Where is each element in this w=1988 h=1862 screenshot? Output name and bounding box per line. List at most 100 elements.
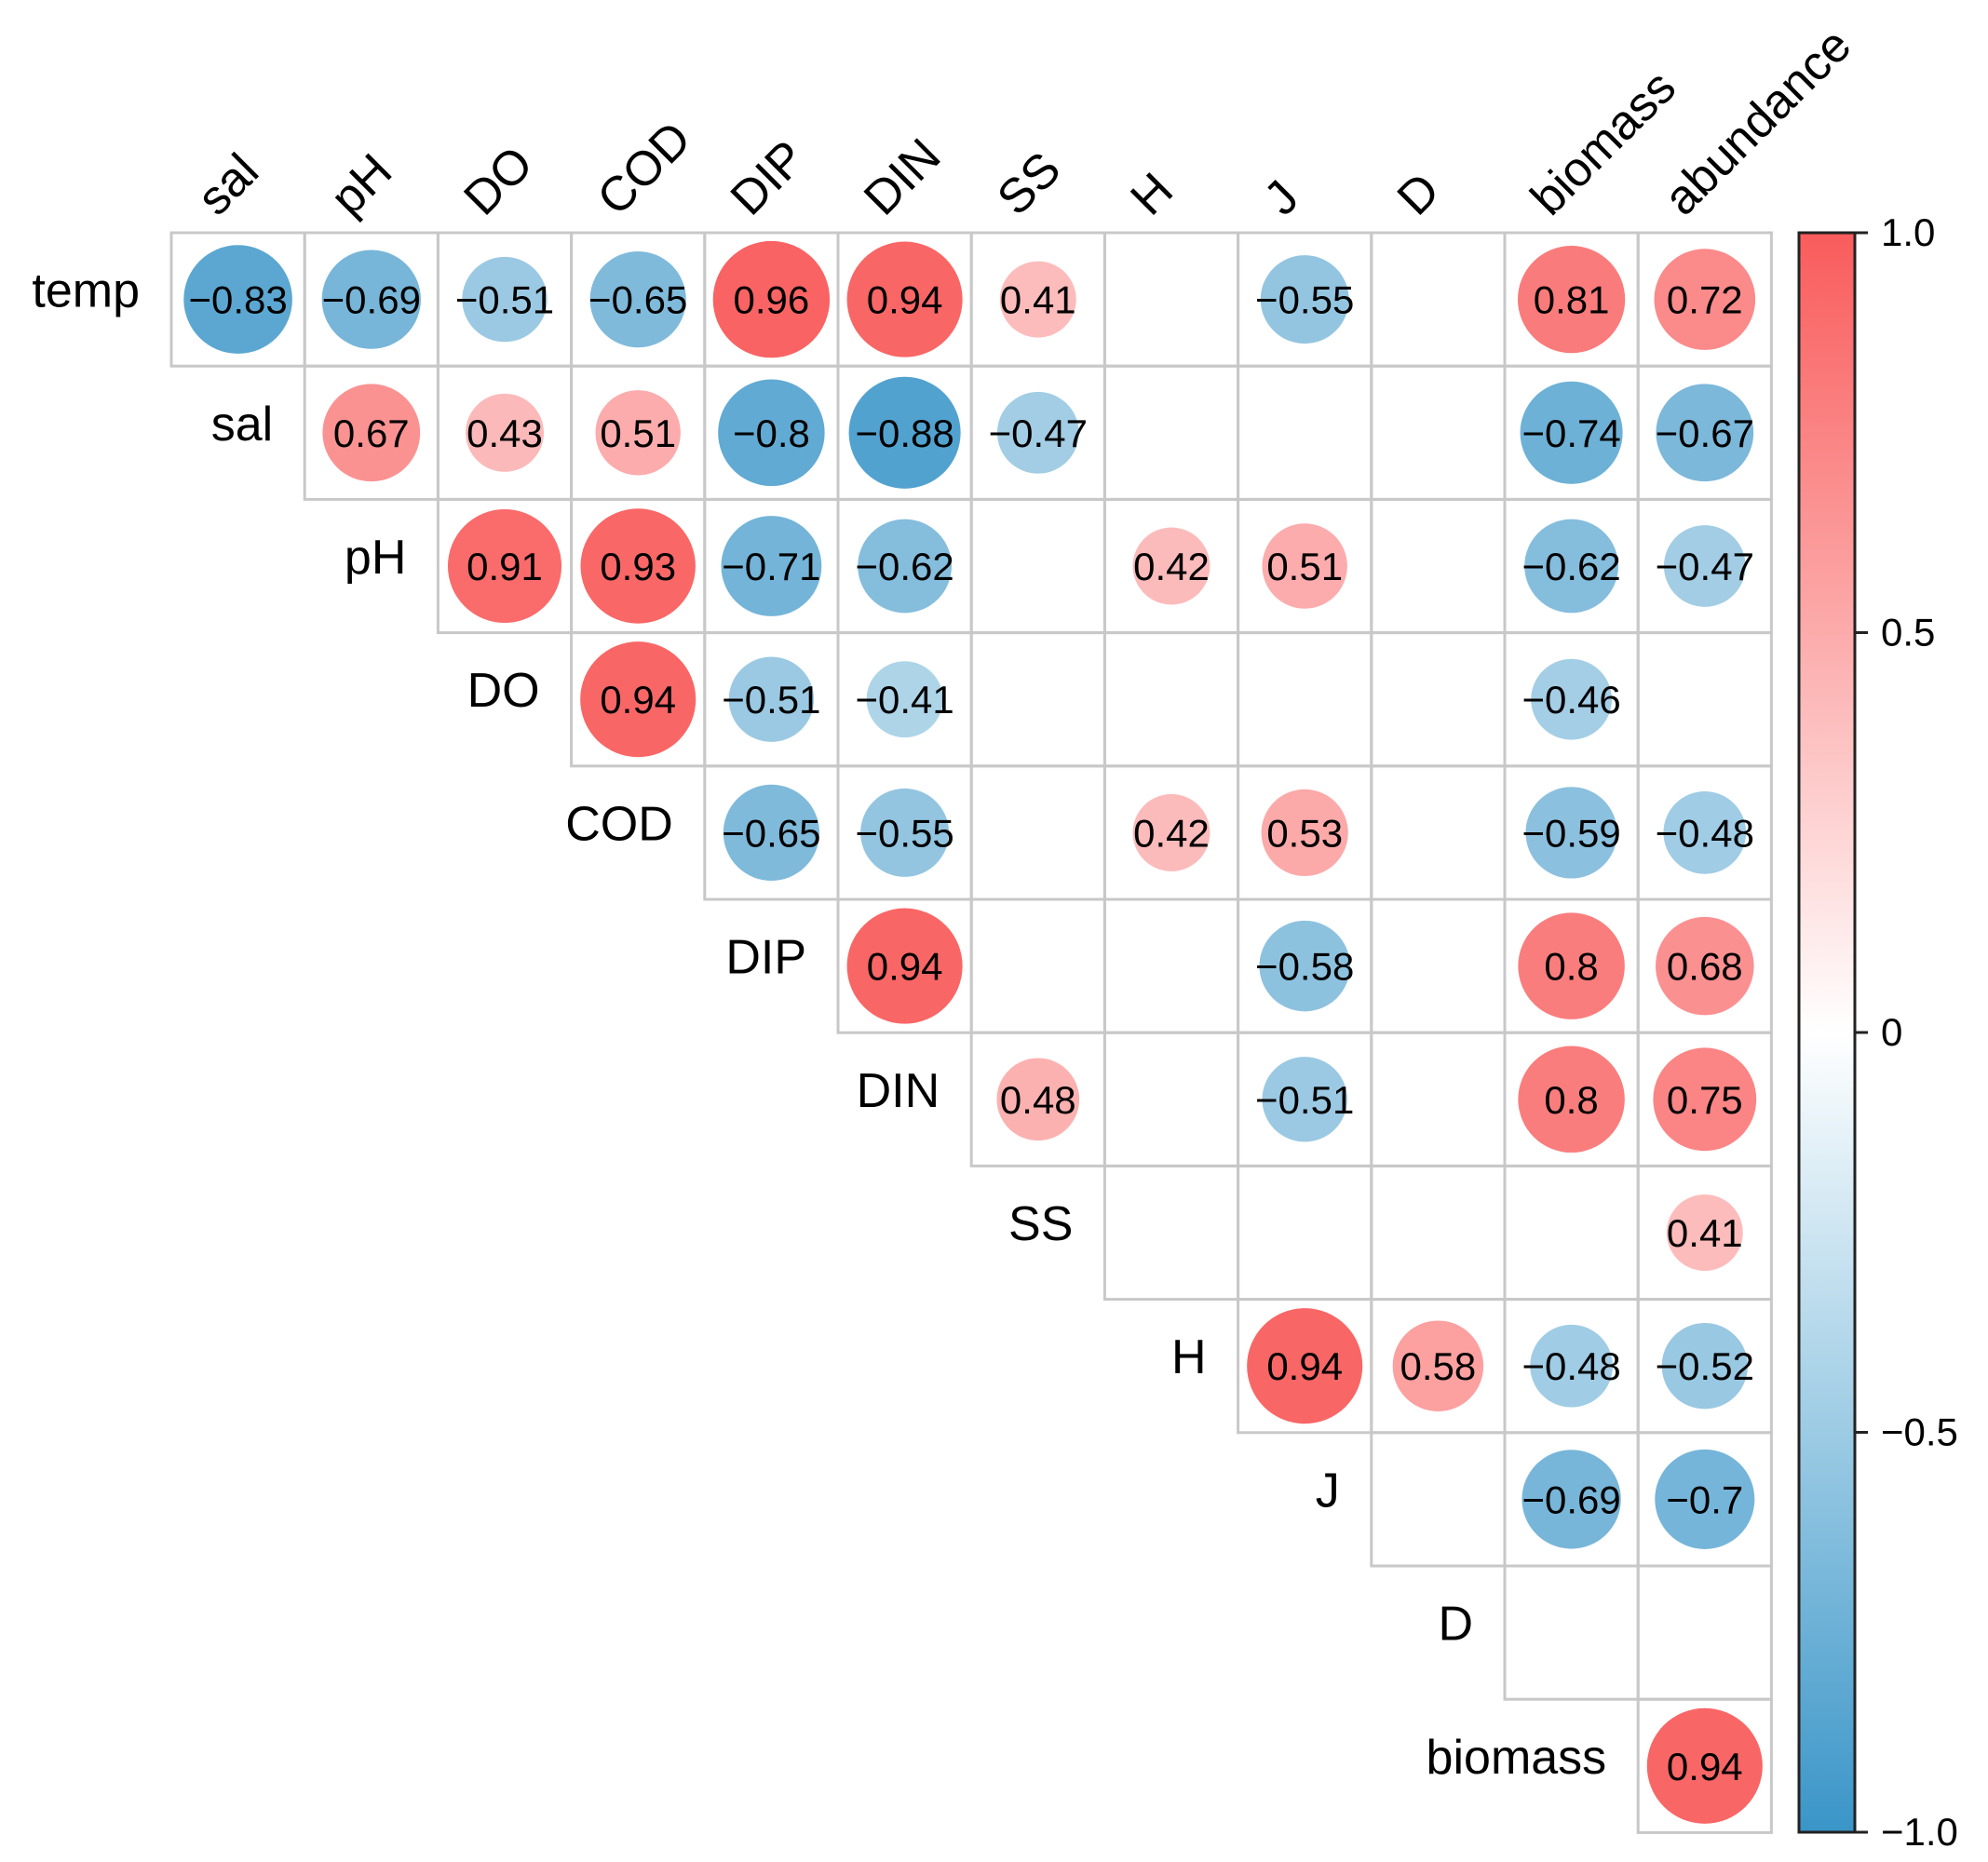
correlation-value: 0.68 <box>1667 945 1743 989</box>
correlation-value: −0.46 <box>1521 678 1620 722</box>
correlation-value: 0.53 <box>1266 811 1343 855</box>
correlation-value: 0.51 <box>1266 545 1343 588</box>
correlation-value: 0.93 <box>600 545 676 588</box>
cell-frame <box>1102 897 1240 1034</box>
cell-frame <box>1636 1564 1773 1701</box>
correlation-value: 0.42 <box>1133 545 1210 588</box>
cell-frame <box>1370 1164 1507 1302</box>
correlation-value: −0.69 <box>1521 1477 1620 1521</box>
correlation-circle <box>1247 1308 1363 1424</box>
correlation-value: −0.7 <box>1666 1477 1743 1521</box>
correlation-value: −0.71 <box>722 545 820 588</box>
correlation-circle <box>999 261 1076 338</box>
correlation-circle <box>846 908 963 1024</box>
correlation-circle <box>580 508 696 624</box>
correlation-circle <box>1653 1047 1757 1152</box>
row-label: DIP <box>725 931 806 985</box>
correlation-value: −0.65 <box>588 278 687 322</box>
correlation-value: −0.69 <box>322 278 421 322</box>
correlation-value: 0.91 <box>467 545 543 588</box>
colorbar-tick-label: 0.5 <box>1881 611 1935 654</box>
correlation-circle <box>1260 255 1349 344</box>
column-label: J <box>1254 170 1309 225</box>
correlation-circle <box>462 256 548 343</box>
correlation-circle <box>447 508 562 624</box>
correlation-circle <box>1663 525 1746 607</box>
cell-frame <box>1370 231 1507 368</box>
column-label: COD <box>588 112 702 226</box>
row-label: D <box>1438 1598 1473 1652</box>
correlation-value: 0.48 <box>1000 1078 1076 1122</box>
column-label: biomass <box>1521 61 1686 226</box>
correlation-circle <box>846 241 963 358</box>
correlation-value: −0.58 <box>1255 945 1354 989</box>
colorbar-tick-label: −0.5 <box>1881 1410 1958 1454</box>
cell-frame <box>1370 631 1507 768</box>
correlation-value: −0.47 <box>1656 545 1754 588</box>
correlation-value: −0.67 <box>1656 412 1754 455</box>
column-label: sal <box>187 143 269 225</box>
correlation-circle <box>1518 246 1626 354</box>
grid-cells <box>169 231 1773 1834</box>
colorbar-tick-label: −1.0 <box>1881 1810 1958 1854</box>
correlation-circle <box>580 641 696 758</box>
column-label: D <box>1387 163 1451 226</box>
correlation-circle <box>1521 1450 1621 1549</box>
row-label: H <box>1171 1330 1207 1384</box>
correlation-value: −0.48 <box>1521 1344 1620 1388</box>
correlation-circle <box>589 251 686 348</box>
correlation-value: −0.55 <box>855 811 953 855</box>
cell-frame <box>1636 1697 1773 1834</box>
correlation-circle <box>723 784 819 881</box>
cell-frame <box>1503 1564 1640 1701</box>
colorbar-ticks: 1.0 0.5 0 −0.5 −1.0 <box>1855 210 1958 1854</box>
correlation-circle <box>1132 527 1210 605</box>
correlation-value: 0.94 <box>1266 1344 1343 1388</box>
correlation-value: 0.67 <box>333 412 410 455</box>
row-label: DIN <box>857 1064 940 1118</box>
correlation-value: −0.41 <box>855 678 953 722</box>
colorbar-tick-label: 0 <box>1881 1010 1902 1054</box>
correlation-circle <box>1518 912 1625 1019</box>
correlation-circle <box>728 656 815 742</box>
correlation-circle <box>996 1058 1080 1141</box>
colorbar-gradient <box>1797 231 1857 1834</box>
correlation-value: −0.52 <box>1656 1344 1754 1388</box>
cell-frame <box>1102 1164 1240 1302</box>
correlation-value: 0.8 <box>1544 945 1598 989</box>
correlation-circle <box>1530 1324 1613 1408</box>
correlation-circle <box>1646 1707 1763 1824</box>
row-label: temp <box>32 264 140 318</box>
correlation-circle <box>1524 519 1618 614</box>
cell-frame <box>1370 497 1507 635</box>
correlation-circle <box>1531 658 1613 740</box>
column-label: abundance <box>1654 18 1861 225</box>
correlation-circle <box>1656 916 1754 1016</box>
cell-frame <box>969 897 1106 1034</box>
correlation-value: −0.65 <box>722 811 820 855</box>
cell-frame <box>1102 231 1240 368</box>
correlation-circle <box>1654 249 1756 350</box>
correlation-value: 0.94 <box>867 278 943 322</box>
correlation-value: −0.51 <box>1255 1078 1354 1122</box>
cell-frame <box>1237 631 1373 768</box>
correlation-circle <box>1132 793 1210 871</box>
cell-frame <box>969 497 1106 635</box>
column-label: pH <box>320 143 402 225</box>
correlation-value: 0.81 <box>1534 278 1610 322</box>
cell-frame <box>1636 631 1773 768</box>
correlation-circle <box>718 379 825 487</box>
correlation-circles <box>183 240 1763 1824</box>
correlation-circle <box>712 240 831 358</box>
correlation-circle <box>321 250 421 349</box>
correlation-value: −0.47 <box>989 412 1088 455</box>
correlation-value: −0.8 <box>733 412 810 455</box>
correlation-circle <box>1259 920 1350 1012</box>
cell-frame <box>1370 897 1507 1034</box>
cell-frame <box>1370 764 1507 901</box>
correlation-value: −0.48 <box>1656 811 1754 855</box>
cell-frame <box>969 631 1106 768</box>
correlation-circle <box>595 390 681 476</box>
